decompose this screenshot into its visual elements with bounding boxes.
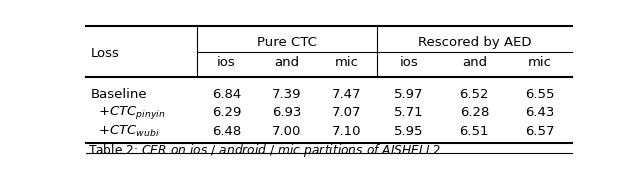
Text: 6.52: 6.52 [460, 88, 489, 101]
Text: Rescored by AED: Rescored by AED [417, 36, 531, 49]
Text: 5.97: 5.97 [394, 88, 424, 101]
Text: 6.43: 6.43 [525, 106, 554, 119]
Text: ios: ios [217, 56, 236, 69]
Text: 5.71: 5.71 [394, 106, 424, 119]
Text: ios: ios [400, 56, 419, 69]
Text: 5.95: 5.95 [394, 125, 424, 138]
Text: and: and [461, 56, 487, 69]
Text: Baseline: Baseline [91, 88, 148, 101]
Text: mic: mic [527, 56, 552, 69]
Text: 6.84: 6.84 [212, 88, 241, 101]
Text: Pure CTC: Pure CTC [257, 36, 317, 49]
Text: mic: mic [335, 56, 358, 69]
Text: and: and [274, 56, 299, 69]
Text: 6.93: 6.93 [272, 106, 301, 119]
Text: 6.29: 6.29 [212, 106, 241, 119]
Text: 7.47: 7.47 [332, 88, 362, 101]
Text: 6.28: 6.28 [460, 106, 489, 119]
Text: 7.39: 7.39 [272, 88, 301, 101]
Text: Loss: Loss [91, 47, 120, 60]
Text: $+ \mathit{CTC}_{\mathit{wubi}}$: $+ \mathit{CTC}_{\mathit{wubi}}$ [99, 124, 160, 139]
Text: $+ \mathit{CTC}_{\mathit{pinyin}}$: $+ \mathit{CTC}_{\mathit{pinyin}}$ [99, 104, 166, 121]
Text: 7.10: 7.10 [332, 125, 362, 138]
Text: 7.07: 7.07 [332, 106, 362, 119]
Text: 6.55: 6.55 [525, 88, 554, 101]
Text: 6.48: 6.48 [212, 125, 241, 138]
Text: 6.51: 6.51 [460, 125, 489, 138]
Text: Table 2: $\it{CER\ on\ ios\ /\ android\ /\ mic\ partitions\ of\ AISHELL2}$: Table 2: $\it{CER\ on\ ios\ /\ android\ … [88, 142, 441, 159]
Text: 7.00: 7.00 [272, 125, 301, 138]
Text: 6.57: 6.57 [525, 125, 554, 138]
